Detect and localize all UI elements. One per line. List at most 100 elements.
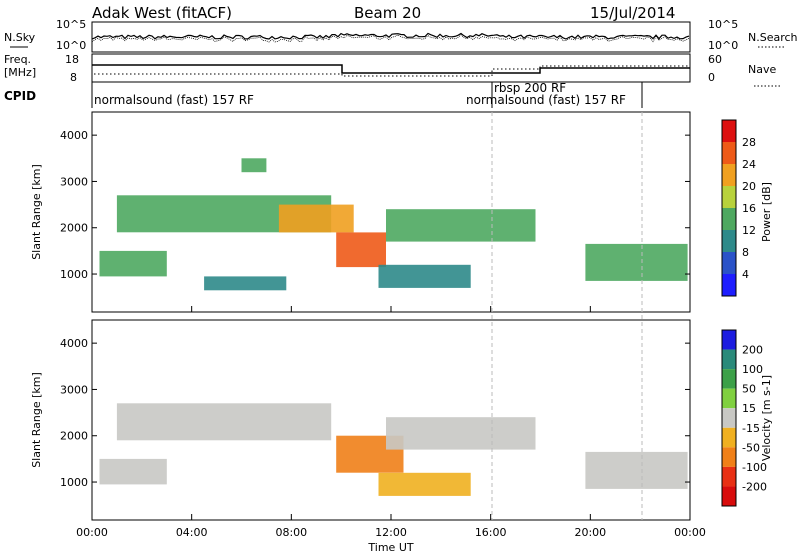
- freq-left-tick-top: 18: [65, 53, 79, 66]
- cpid-mode-2: rbsp 200 RF: [494, 81, 566, 95]
- power-ylabel: Slant Range [km]: [30, 164, 43, 260]
- colorbar-swatch: [722, 252, 736, 274]
- noise-sky-label: N.Sky: [4, 31, 36, 44]
- velocity-colorbar: 200 100 50 15 -15 -50 -100 -200: [721, 329, 767, 507]
- echo-region: [585, 243, 688, 281]
- x-tick-label: 16:00: [475, 526, 507, 539]
- echo-region: [378, 264, 471, 288]
- colorbar-tick-label: 50: [742, 383, 756, 396]
- time-axis-label: Time UT: [367, 541, 413, 554]
- colorbar-tick-label: 4: [742, 268, 749, 281]
- y-tick-label: 1000: [60, 476, 88, 489]
- noise-right-tick-top: 10^5: [708, 18, 738, 31]
- colorbar-tick-label: 15: [742, 402, 756, 415]
- noise-sky-line: [91, 32, 690, 40]
- echo-region: [116, 403, 332, 441]
- velocity-colorbar-label: Velocity [m s-1]: [760, 375, 773, 461]
- colorbar-swatch: [722, 120, 736, 142]
- colorbar-swatch: [722, 369, 736, 389]
- colorbar-swatch: [722, 164, 736, 186]
- frequency-line: [92, 64, 690, 74]
- x-tick-label: 00:00: [76, 526, 108, 539]
- colorbar-swatch: [722, 186, 736, 208]
- colorbar-tick-label: 12: [742, 224, 756, 237]
- colorbar-tick-label: 24: [742, 158, 756, 171]
- colorbar-frame: [721, 329, 737, 507]
- echo-region: [99, 458, 167, 485]
- freq-unit-label: [MHz]: [4, 66, 36, 79]
- colorbar-swatch: [722, 230, 736, 252]
- y-tick-label: 4000: [60, 129, 88, 142]
- colorbar-tick-label: -50: [742, 441, 760, 454]
- colorbar-tick-label: 28: [742, 136, 756, 149]
- colorbar-tick-label: -100: [742, 461, 767, 474]
- noise-search-line: [91, 34, 690, 43]
- frequency-panel: Freq. [MHz] 18 8 60 0 Nave: [4, 53, 780, 87]
- cpid-label: CPID: [4, 89, 36, 103]
- noise-right-tick-bottom: 10^0: [708, 39, 738, 52]
- colorbar-tick-label: -200: [742, 480, 767, 493]
- colorbar-swatch: [722, 447, 736, 467]
- y-tick-label: 3000: [60, 175, 88, 188]
- y-tick-label: 4000: [60, 337, 88, 350]
- colorbar-swatch: [722, 388, 736, 409]
- x-tick-label: 12:00: [375, 526, 407, 539]
- velocity-echo-marks: [99, 403, 688, 496]
- colorbar-swatch: [722, 208, 736, 230]
- beam-title: Beam 20: [354, 4, 421, 22]
- nave-right-tick-top: 60: [708, 53, 722, 66]
- colorbar-swatch: [722, 408, 736, 428]
- velocity-y-ticks: 1000 2000 3000 4000: [60, 337, 690, 489]
- cpid-mode-1: normalsound (fast) 157 RF: [94, 93, 254, 107]
- x-tick-label: 04:00: [176, 526, 208, 539]
- power-y-ticks: 1000 2000 3000 4000: [60, 129, 690, 281]
- y-tick-label: 2000: [60, 222, 88, 235]
- nave-right-tick-bottom: 0: [708, 71, 715, 84]
- noise-panel: N.Sky 10^5 10^0 10^5 10^0 N.Search: [4, 18, 798, 53]
- time-axis: 00:00 04:00 08:00 12:00 16:00 20:00 00:00: [76, 306, 706, 539]
- colorbar-tick-label: 20: [742, 180, 756, 193]
- velocity-panel: Slant Range [km] 1000 2000 3000 4000: [30, 319, 691, 521]
- y-tick-label: 2000: [60, 430, 88, 443]
- cpid-panel: CPID normalsound (fast) 157 RF rbsp 200 …: [4, 81, 643, 108]
- station-title: Adak West (fitACF): [92, 4, 232, 22]
- nave-line: [94, 65, 690, 77]
- colorbar-swatch: [722, 466, 736, 487]
- colorbar-tick-label: 100: [742, 363, 763, 376]
- echo-region: [204, 276, 287, 291]
- echo-region: [378, 472, 471, 496]
- freq-left-tick-bottom: 8: [70, 71, 77, 84]
- echo-region: [336, 232, 386, 268]
- y-tick-label: 3000: [60, 383, 88, 396]
- freq-label: Freq.: [4, 53, 31, 66]
- x-tick-label: 20:00: [574, 526, 606, 539]
- colorbar-swatch: [722, 427, 736, 448]
- noise-left-tick-bottom: 10^0: [56, 39, 86, 52]
- x-tick-label: 00:00: [674, 526, 706, 539]
- nave-label: Nave: [748, 63, 776, 76]
- date-title: 15/Jul/2014: [590, 4, 675, 22]
- echo-region: [99, 250, 167, 277]
- colorbar-swatch: [722, 142, 736, 164]
- y-tick-label: 1000: [60, 268, 88, 281]
- echo-region: [241, 158, 267, 173]
- colorbar-swatch: [722, 274, 736, 296]
- x-tick-label: 08:00: [275, 526, 307, 539]
- cpid-mode-3: normalsound (fast) 157 RF: [466, 93, 626, 107]
- echo-region: [386, 417, 536, 450]
- colorbar-tick-label: 16: [742, 202, 756, 215]
- colorbar-tick-label: 200: [742, 344, 763, 357]
- colorbar-tick-label: 8: [742, 246, 749, 259]
- power-colorbar-label: Power [dB]: [760, 182, 773, 242]
- noise-left-tick-top: 10^5: [56, 18, 86, 31]
- echo-region: [278, 204, 354, 233]
- colorbar-swatch: [722, 349, 736, 370]
- colorbar-swatch: [722, 486, 736, 506]
- power-echo-marks: [99, 158, 688, 291]
- colorbar-frame: [721, 119, 737, 297]
- noise-search-label: N.Search: [748, 31, 798, 44]
- velocity-ylabel: Slant Range [km]: [30, 372, 43, 468]
- colorbar-swatch: [722, 330, 736, 350]
- power-colorbar: 4 8 12 16 20 24 28: [721, 119, 756, 297]
